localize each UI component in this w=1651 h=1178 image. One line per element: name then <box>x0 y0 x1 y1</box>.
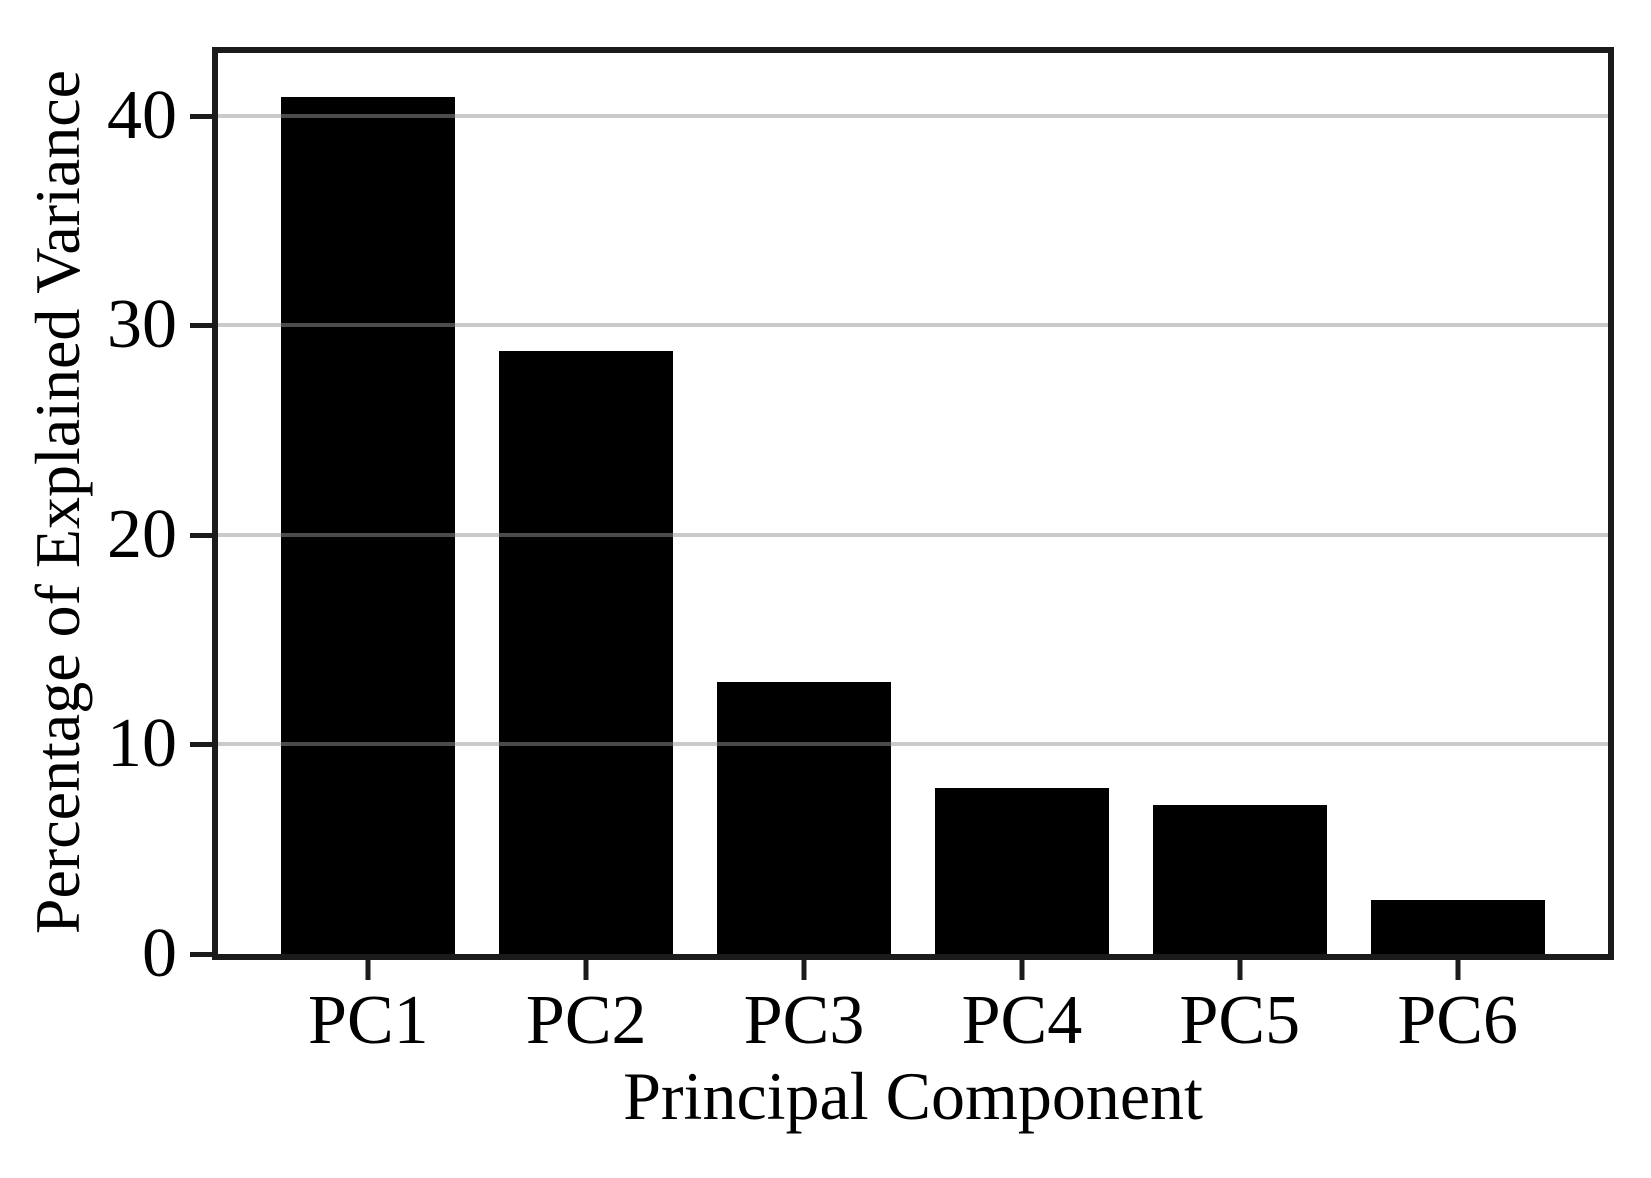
x-tick-label-pc1: PC1 <box>308 982 429 1059</box>
x-axis-label: Principal Component <box>623 1058 1203 1134</box>
y-tick-mark-40 <box>190 113 212 119</box>
category-column-pc6: PC6 <box>1349 53 1567 1056</box>
x-tick-label-pc5: PC5 <box>1179 982 1301 1059</box>
y-tick-label-20: 20 <box>107 495 177 573</box>
y-tick-label-0: 0 <box>142 915 177 992</box>
bar-pc6 <box>1370 899 1545 954</box>
category-column-pc4: PC4 <box>913 53 1131 1056</box>
category-column-pc2: PC2 <box>477 53 695 1056</box>
plot-area: PC1 PC2 PC3 PC4 PC5 PC6 <box>212 47 1614 1056</box>
y-tick-mark-20 <box>190 532 212 538</box>
x-tick-mark-pc5 <box>1237 960 1243 980</box>
bars-region: PC1 PC2 PC3 PC4 PC5 PC6 <box>259 53 1567 1056</box>
x-tick-mark-pc4 <box>1019 960 1025 980</box>
x-tick-label-pc4: PC4 <box>961 982 1083 1059</box>
y-gridline-30 <box>218 323 1608 328</box>
category-column-pc3: PC3 <box>695 53 913 1056</box>
x-tick-mark-pc3 <box>801 960 807 980</box>
x-tick-label-pc2: PC2 <box>525 982 647 1059</box>
y-gridline-20 <box>218 532 1608 537</box>
y-axis-label: Percentage of Explained Variance <box>22 69 93 935</box>
y-tick-label-30: 30 <box>107 286 177 364</box>
y-tick-mark-0 <box>190 952 212 957</box>
bar-pc4 <box>934 788 1110 954</box>
y-tick-label-40: 40 <box>107 76 177 154</box>
y-gridline-10 <box>218 742 1608 747</box>
x-tick-mark-pc6 <box>1455 960 1461 980</box>
bar-pc5 <box>1152 805 1327 954</box>
x-tick-mark-pc1 <box>365 960 371 980</box>
category-column-pc5: PC5 <box>1131 53 1349 1056</box>
y-tick-label-10: 10 <box>107 705 177 783</box>
category-column-pc1: PC1 <box>259 53 477 1056</box>
y-gridline-40 <box>218 113 1608 118</box>
bar-pc3 <box>716 681 892 954</box>
bar-pc2 <box>499 350 674 954</box>
x-tick-label-pc6: PC6 <box>1397 982 1518 1059</box>
x-tick-mark-pc2 <box>583 960 589 980</box>
y-tick-mark-10 <box>190 742 212 748</box>
y-tick-mark-30 <box>190 323 212 329</box>
x-tick-label-pc3: PC3 <box>743 982 865 1059</box>
bar-pc1 <box>281 97 456 954</box>
